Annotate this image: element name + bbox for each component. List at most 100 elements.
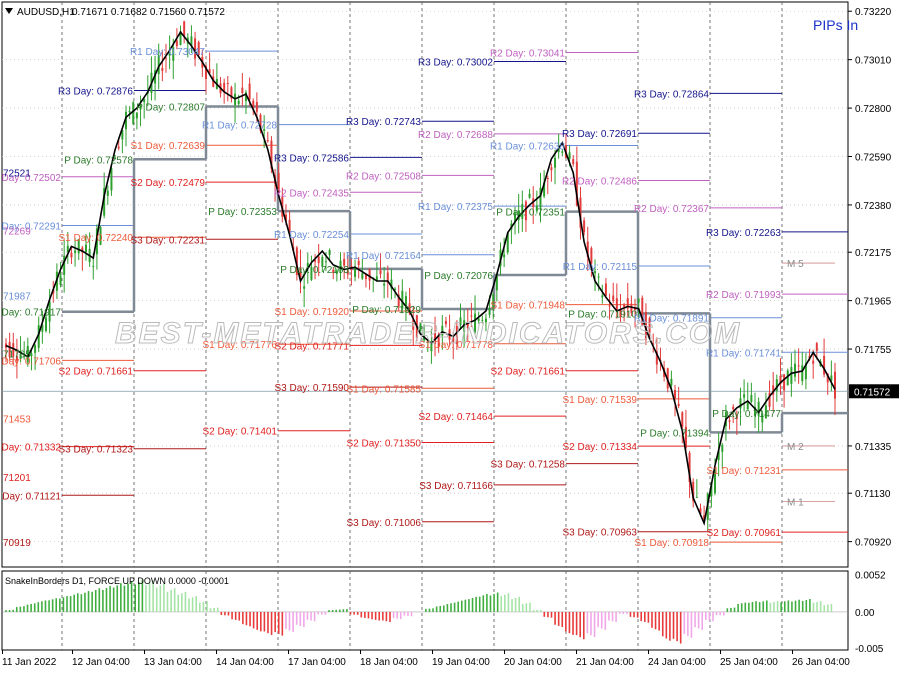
candle-body <box>346 270 349 275</box>
pivot-label-p: P Day: 0.72103 <box>280 265 349 276</box>
pivot-label-s2: S2 Day: 0.71661 <box>59 367 134 378</box>
candle-body <box>190 36 193 46</box>
pivot-label-s3: S3 Day: 0.71006 <box>347 518 422 529</box>
x-tick-label: 13 Jan 04:00 <box>144 657 202 668</box>
pivot-label-r1: R1 Day: 0.72375 <box>418 202 493 213</box>
candle-body <box>470 315 473 317</box>
pivot-label-s1: S1 Day: 0.71776 <box>203 340 278 351</box>
candle-body <box>546 178 549 180</box>
candle-body <box>783 374 786 391</box>
left-edge-value: 71453 <box>3 415 31 426</box>
candle-body <box>128 111 131 113</box>
candle-body <box>143 99 146 103</box>
pivot-label-s3: S3 Day: 0.70963 <box>563 528 638 539</box>
candle-body <box>535 205 538 212</box>
candle-body <box>84 244 87 253</box>
candle-body <box>543 182 546 197</box>
pivot-label-r1: R1 Day: 0.72638 <box>490 141 565 152</box>
candle-body <box>30 353 33 357</box>
pivot-label-s2: S2 Day: 0.71464 <box>419 412 494 423</box>
candle-body <box>179 31 182 46</box>
candle-body <box>430 341 433 352</box>
candle-body <box>801 365 804 382</box>
candle-body <box>561 151 564 153</box>
candle-body <box>401 290 404 309</box>
candle-body <box>568 152 571 159</box>
candle-body <box>259 114 262 131</box>
candle-body <box>637 298 640 303</box>
candle-body <box>397 294 400 307</box>
candle-body <box>761 413 764 423</box>
pivot-label-r2: R2 Day: 0.73041 <box>490 49 565 60</box>
candle-body <box>641 297 644 327</box>
candle-body <box>194 38 197 59</box>
y-tick-label: 0.71755 <box>855 345 892 356</box>
pivot-label-s1: S1 Day: 0.70918 <box>635 538 710 549</box>
candle-body <box>114 157 117 159</box>
candle-body <box>583 220 586 233</box>
candle-body <box>695 496 698 498</box>
symbol-label: AUDUSD,H1 <box>17 7 75 18</box>
osc-y-tick-label: 0.00 <box>855 608 875 619</box>
pivot-label-p: P Day: 0.71929 <box>352 305 421 316</box>
candle-body <box>412 319 415 330</box>
candle-body <box>594 271 597 274</box>
candle-body <box>161 67 164 71</box>
y-tick-label: 0.70920 <box>855 538 892 549</box>
candle-body <box>404 296 407 308</box>
candle-body <box>204 65 207 80</box>
pivot-label-r2: R2 Day: 0.72688 <box>418 130 493 141</box>
candle-body <box>717 450 720 461</box>
pivot-label-s2: S2 Day: 0.71350 <box>347 438 422 449</box>
candle-body <box>557 147 560 153</box>
pivot-label-s1: S1 Day: 0.71539 <box>563 395 638 406</box>
pivot-label-r3: R3 Day: 0.72743 <box>346 117 421 128</box>
candle-body <box>19 353 22 359</box>
candle-body <box>277 173 280 194</box>
candle-body <box>263 129 266 131</box>
pivot-label-s2: S2 Day: 0.70961 <box>707 528 782 539</box>
candle-body <box>343 258 346 266</box>
candle-body <box>379 270 382 275</box>
pivot-label-s2: S2 Day: 0.71332 <box>0 443 61 454</box>
current-price-value: 0.71572 <box>854 387 891 398</box>
candle-body <box>252 100 255 109</box>
candle-body <box>764 405 767 419</box>
candle-body <box>455 326 458 345</box>
candle-body <box>597 276 600 278</box>
candle-body <box>103 188 106 216</box>
pivot-label-p: P Day: 0.71910 <box>568 309 637 320</box>
left-edge-value: 71987 <box>3 292 31 303</box>
x-tick-label: 12 Jan 04:00 <box>72 657 130 668</box>
candle-body <box>590 248 593 264</box>
pivot-label-r1: R1 Day: 0.71891 <box>634 314 709 325</box>
pivot-label-r1: R1 Day: 0.72728 <box>202 121 277 132</box>
candle-body <box>492 294 495 309</box>
candle-body <box>37 325 40 348</box>
osc-y-tick-label: -0.005 <box>855 644 884 655</box>
left-edge-value: 70919 <box>3 538 31 549</box>
candle-body <box>99 227 102 245</box>
candle-body <box>132 102 135 124</box>
pivot-label-r1: R1 Day: 0.72164 <box>346 251 421 262</box>
candle-body <box>81 247 84 253</box>
ohlc-values: 0.71671 0.71682 0.71560 0.71572 <box>72 7 225 18</box>
candle-body <box>834 371 836 399</box>
axes: 0.73220 0.73010 0.72800 0.72590 0.72380 0.721… <box>2 7 899 668</box>
candle-body <box>70 252 73 258</box>
candle-body <box>106 190 109 196</box>
candle-body <box>630 303 633 313</box>
m-level-label: M 5 <box>787 259 804 270</box>
candle-body <box>823 355 826 375</box>
pivot-label-s1: S1 Day: 0.71231 <box>707 466 782 477</box>
candle-body <box>66 245 69 252</box>
candle-body <box>77 238 80 254</box>
candle-body <box>284 214 287 222</box>
x-tick-label: 19 Jan 04:00 <box>432 657 490 668</box>
pivot-label-r3: R3 Day: 0.72864 <box>634 89 709 100</box>
x-tick-label: 21 Jan 04:00 <box>576 657 634 668</box>
candle-body <box>692 481 695 502</box>
dropdown-triangle-icon[interactable] <box>5 8 13 14</box>
pivot-label-r2: R2 Day: 0.71993 <box>706 290 781 301</box>
candle-body <box>714 471 717 494</box>
